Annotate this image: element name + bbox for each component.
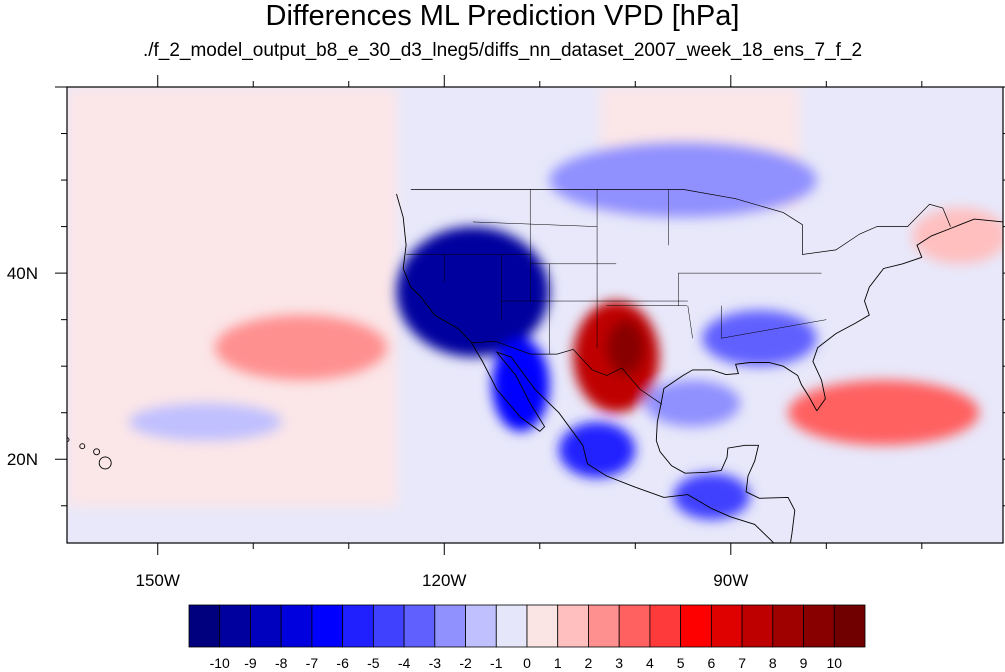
colorbar-swatch: [280, 604, 313, 648]
colorbar-label: 5: [677, 655, 685, 671]
region-gulf-negative: [644, 380, 741, 427]
region-mexico-plateau-negative: [558, 422, 636, 478]
colorbar-label: -9: [244, 655, 257, 671]
colorbar-swatch: [710, 604, 743, 648]
colorbar-label: 6: [707, 655, 715, 671]
us-canada-border: [410, 189, 951, 255]
y-tick-label: 20N: [7, 450, 38, 469]
colorbar-label: 9: [800, 655, 808, 671]
hawaii-island-3: [67, 437, 70, 443]
coastlines: [67, 189, 1003, 543]
pacific-neutral-band: [67, 87, 397, 507]
colorbar-swatch: [649, 604, 682, 648]
hawaii-island-0: [98, 456, 112, 470]
region-east-pacific-positive: [215, 315, 387, 381]
region-west-pacific-negative: [129, 403, 282, 441]
hawaii-island-1: [93, 448, 101, 456]
region-southeast-negative: [702, 310, 817, 367]
colorbar-label: 3: [615, 655, 623, 671]
colorbar-label: -2: [459, 655, 472, 671]
plot-subtitle: ./f_2_model_output_b8_e_30_d3_lneg5/diff…: [142, 40, 863, 61]
colorbar-swatch: [741, 604, 774, 648]
colorbar-label: -8: [275, 655, 288, 671]
colorbar-label: -6: [336, 655, 349, 671]
colorbar-swatch: [618, 604, 651, 648]
colorbar-label: -5: [367, 655, 380, 671]
colorbar-label: -10: [210, 655, 230, 671]
colorbar-swatch: [342, 604, 374, 648]
colorbar-label: 4: [646, 655, 654, 671]
colorbar-label: 2: [585, 655, 593, 671]
state-borders: [406, 189, 827, 355]
colorbar-label: -7: [306, 655, 319, 671]
colorbar-label: 7: [738, 655, 746, 671]
us-mexico-border: [471, 340, 663, 405]
colorbar-label: -4: [398, 655, 411, 671]
x-tick-label: 90W: [713, 571, 748, 590]
region-northwest-atlantic-positive: [912, 207, 1003, 264]
colorbar-swatch: [250, 604, 282, 648]
colorbar-label: 0: [523, 655, 531, 671]
atlantic-coastline: [812, 218, 1003, 412]
colorbar-swatch: [803, 604, 835, 648]
region-central-america-negative: [673, 473, 750, 520]
region-canada-negative: [549, 142, 817, 218]
colorbar-swatch: [403, 604, 436, 648]
hawaii-island-2: [79, 443, 86, 450]
colorbar-swatch: [372, 604, 405, 648]
colorbar-swatch: [434, 604, 466, 648]
colorbar-swatch: [526, 604, 559, 648]
colorbar-swatch: [311, 604, 344, 648]
x-tick-label: 120W: [422, 571, 466, 590]
y-tick-label: 40N: [7, 264, 38, 283]
gulf-coastline: [655, 362, 818, 543]
colorbar-swatch: [465, 604, 497, 648]
colorbar-swatch: [495, 604, 528, 648]
x-tick-label: 150W: [136, 571, 180, 590]
colorbar-swatch: [772, 604, 804, 648]
plot-title: Differences ML Prediction VPD [hPa]: [265, 0, 740, 32]
axis-ticks: 150W 120W 90W 40N 20N: [7, 75, 1005, 590]
region-southern-plains-core: [606, 319, 645, 376]
colorbar-label: 8: [769, 655, 777, 671]
colorbar-label: 1: [554, 655, 562, 671]
colorbar-swatch: [219, 604, 251, 648]
colorbar-swatch: [188, 604, 221, 648]
colorbar-swatch: [588, 604, 620, 648]
colorbar-swatch: [833, 604, 866, 648]
colorbar-swatch: [680, 604, 712, 648]
map-frame: [66, 86, 1004, 544]
pacific-coastline: [396, 193, 775, 543]
colorbar-label: -1: [490, 655, 503, 671]
vpd-difference-field: [67, 87, 1003, 543]
colorbar-label: -3: [429, 655, 442, 671]
colorbar-swatch: [557, 604, 589, 648]
colorbar-label: 10: [826, 655, 842, 671]
region-atlantic-positive: [788, 380, 980, 446]
region-great-basin-negative: [396, 226, 550, 357]
colorbar: -10 -9 -8 -7 -6 -5 -4 -3 -2 -1 0 1 2 3 4 5 6 7 8 9 10: [188, 604, 866, 671]
